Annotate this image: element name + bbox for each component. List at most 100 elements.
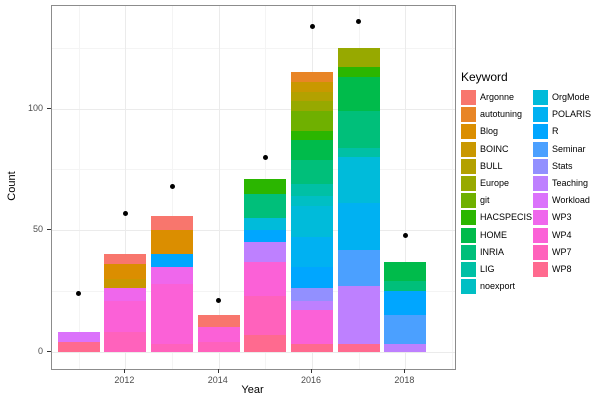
legend-label: WP3 <box>552 212 572 223</box>
bar-segment-Argonne <box>104 254 147 265</box>
legend-item: INRIA <box>461 244 533 260</box>
x-tick-label: 2014 <box>207 375 228 385</box>
legend-item: Teaching <box>533 176 600 191</box>
bar-segment-BOINC <box>291 82 334 92</box>
bar-segment-R <box>244 230 287 243</box>
legend-swatch <box>533 262 548 277</box>
bar-segment-OrgMode <box>291 205 334 238</box>
data-point <box>169 183 175 189</box>
legend-title: Keyword <box>461 70 508 84</box>
legend-swatch <box>461 107 476 123</box>
y-tick-label: 0 <box>37 345 43 356</box>
bar-segment-INRIA <box>337 111 380 148</box>
bar-segment-POLARIS <box>291 237 334 267</box>
data-point <box>402 232 408 238</box>
legend-label: HOME <box>480 229 507 240</box>
y-axis-title: Count <box>6 171 18 201</box>
legend-swatch <box>533 124 548 140</box>
gridline-x-major <box>125 6 127 369</box>
bar-segment-WP4 <box>197 327 240 342</box>
bar-segment-WP4 <box>244 261 287 296</box>
bar-segment-Stats <box>291 288 334 301</box>
bar-segment-WP7 <box>197 341 240 352</box>
bar-segment-WP3 <box>151 266 194 284</box>
legend-swatch <box>461 262 476 277</box>
legend-swatch <box>533 176 548 191</box>
bar-segment-OrgMode <box>244 218 287 231</box>
legend-item: Europe <box>461 176 533 191</box>
legend-label: HACSPECIS <box>480 212 533 223</box>
x-tick-label: 2016 <box>301 375 322 385</box>
gridline-x-major <box>405 6 407 369</box>
legend-label: R <box>552 126 559 137</box>
legend-swatch <box>461 141 476 157</box>
legend-label: WP8 <box>552 264 572 274</box>
legend-swatch <box>461 227 476 243</box>
bar-segment-Europe <box>291 101 334 112</box>
legend-swatch <box>461 158 476 174</box>
bar-segment-INRIA <box>384 281 427 291</box>
gridline-x-major <box>218 6 220 369</box>
legend-label: autotuning <box>480 109 523 120</box>
legend-swatch <box>461 244 476 260</box>
legend-label: Teaching <box>552 178 589 188</box>
x-tick-label: 2018 <box>394 375 415 385</box>
bar-segment-HACSPECIS <box>337 67 380 78</box>
bar-segment-Teaching <box>337 286 380 345</box>
y-tick-mark <box>47 107 51 109</box>
bar-segment-noexport <box>291 196 334 206</box>
bar-segment-Seminar <box>337 249 380 286</box>
bar-segment-WP8 <box>291 344 334 352</box>
legend-label: BULL <box>480 160 503 171</box>
legend-item: BOINC <box>461 141 533 157</box>
bar-segment-Blog <box>151 230 194 255</box>
legend-swatch <box>461 193 476 209</box>
y-tick-label: 50 <box>32 224 43 235</box>
bar-segment-WP7 <box>244 295 287 335</box>
gridline-x-minor <box>452 6 454 369</box>
bar-segment-BOINC <box>104 278 147 289</box>
legend: Keyword Argonne autotuning Blog BOINC BULL Eu… <box>453 62 599 322</box>
legend-item: BULL <box>461 158 533 174</box>
legend-item: noexport <box>461 279 533 295</box>
bar-segment-LIG <box>337 147 380 158</box>
legend-item: Workload <box>533 193 600 209</box>
legend-swatch <box>533 244 548 260</box>
bar-segment-WP8 <box>337 344 380 352</box>
bar-segment-WP8 <box>244 334 287 352</box>
bar-segment-OrgMode <box>337 157 380 204</box>
legend-item: WP7 <box>533 244 600 260</box>
data-point <box>356 18 362 24</box>
gridline-x-minor <box>78 6 80 369</box>
bar-segment-WP8 <box>57 341 100 352</box>
legend-label: Argonne <box>480 92 515 102</box>
legend-item: R <box>533 124 600 140</box>
legend-swatch <box>533 193 548 209</box>
legend-label: Workload <box>552 195 590 206</box>
legend-swatch <box>533 141 548 157</box>
legend-item: WP8 <box>533 262 600 277</box>
bar-segment-Teaching <box>384 344 427 352</box>
legend-item: WP3 <box>533 210 600 226</box>
legend-swatch <box>461 210 476 226</box>
bar-segment-R <box>291 266 334 289</box>
legend-swatch <box>533 227 548 243</box>
legend-swatch <box>461 124 476 140</box>
bar-segment-INRIA <box>291 159 334 184</box>
bar-segment-HACSPECIS <box>291 130 334 141</box>
legend-label: Stats <box>552 160 573 171</box>
legend-label: git <box>480 195 490 206</box>
bar-segment-Seminar <box>384 315 427 345</box>
bar-segment-WP4 <box>291 310 334 345</box>
legend-label: INRIA <box>480 246 505 257</box>
legend-label: Seminar <box>552 143 586 154</box>
legend-item: WP4 <box>533 227 600 243</box>
data-point <box>76 290 82 296</box>
gridline-y-minor <box>52 48 455 49</box>
bar-segment-WP4 <box>151 283 194 345</box>
legend-label: noexport <box>480 281 516 292</box>
legend-item: Stats <box>533 158 600 174</box>
bar-segment-Teaching <box>244 242 287 262</box>
bar-segment-WP3 <box>104 288 147 301</box>
bar-segment-Teaching <box>291 300 334 311</box>
